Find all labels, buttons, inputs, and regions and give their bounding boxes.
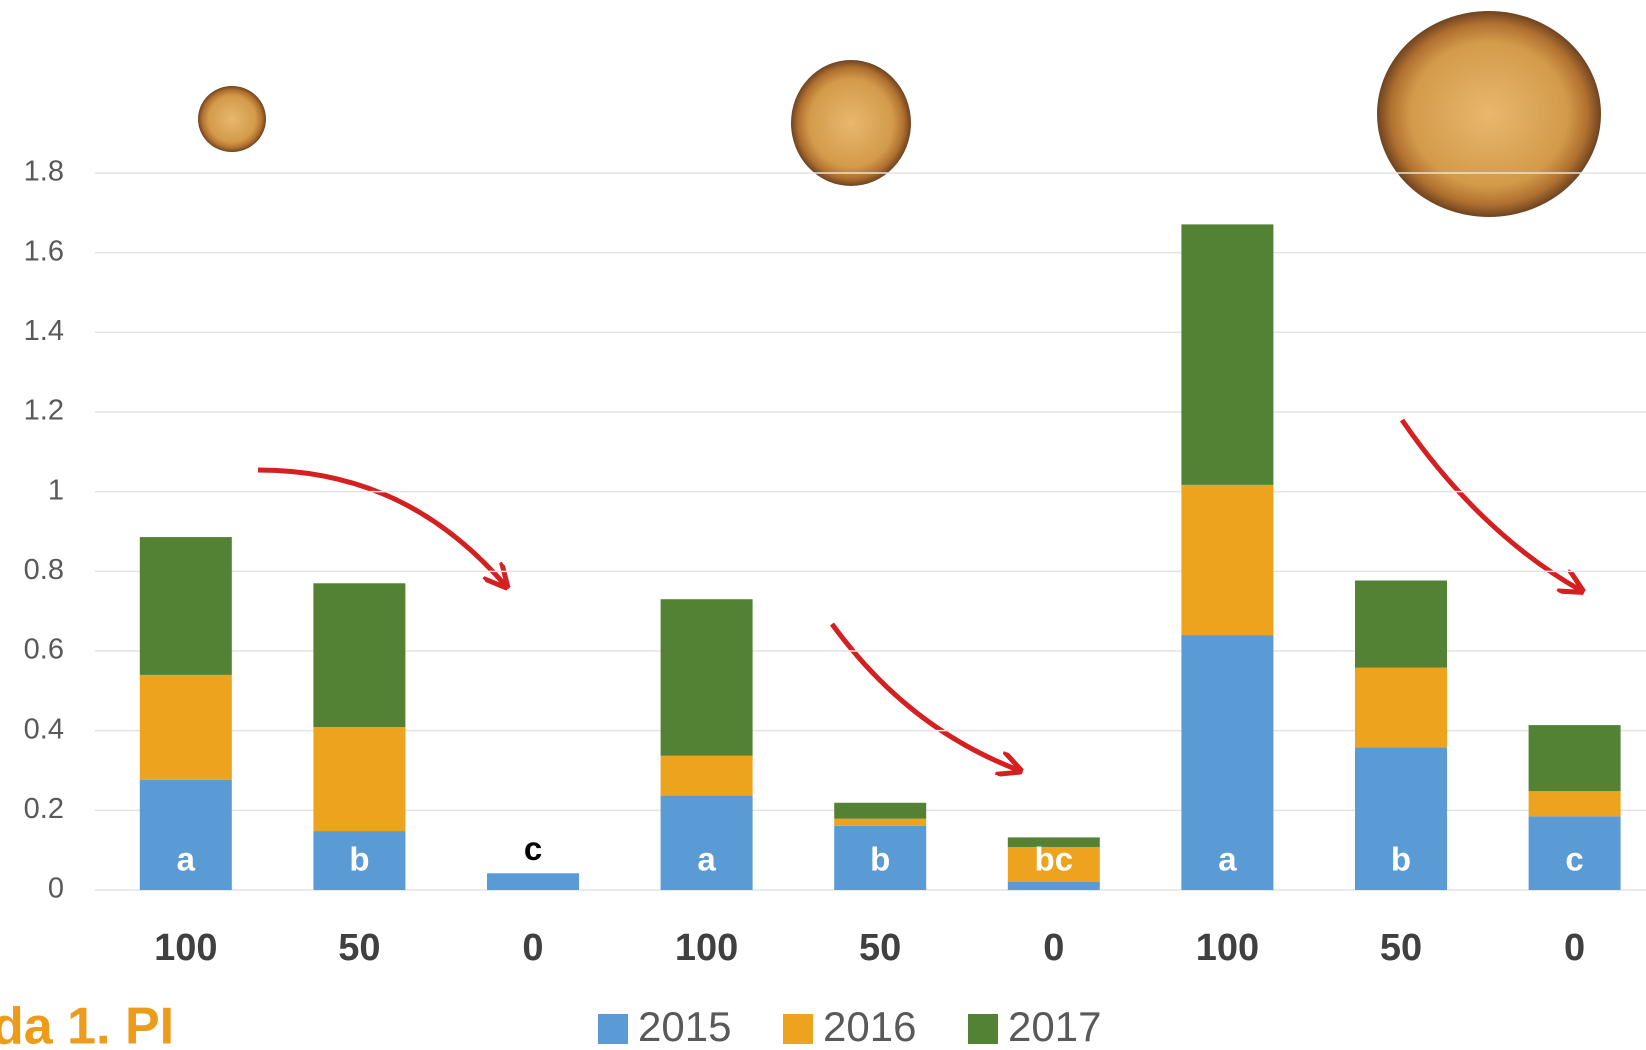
- bar-segment: [661, 756, 753, 796]
- legend-swatch: [783, 1014, 813, 1044]
- bar-segment: [834, 803, 926, 819]
- y-tick-label: 0.8: [24, 554, 64, 586]
- legend-label: 2016: [823, 1003, 916, 1050]
- bar-segment: [487, 873, 579, 890]
- x-tick-label: 100: [1196, 927, 1259, 969]
- bar-segment: [834, 819, 926, 826]
- significance-letter: b: [870, 841, 890, 878]
- significance-letter: b: [349, 841, 369, 878]
- y-tick-label: 0: [48, 873, 64, 905]
- y-tick-label: 1.8: [24, 156, 64, 188]
- footer-text: da 1. PI: [0, 998, 174, 1050]
- y-tick-label: 1: [48, 474, 64, 506]
- x-tick-label: 50: [859, 927, 901, 969]
- legend-swatch: [598, 1014, 628, 1044]
- x-tick-label: 0: [1564, 927, 1585, 969]
- y-tick-label: 1.6: [24, 235, 64, 267]
- significance-letter: a: [177, 841, 196, 878]
- y-tick-label: 0.6: [24, 634, 64, 666]
- x-tick-label: 100: [675, 927, 738, 969]
- x-tick-label: 0: [1043, 927, 1064, 969]
- significance-letter: bc: [1035, 841, 1074, 878]
- bar-segment: [313, 583, 405, 727]
- bar-segment: [1181, 485, 1273, 635]
- x-tick-label: 50: [1380, 927, 1422, 969]
- bar-segment: [1355, 668, 1447, 748]
- significance-letter: a: [697, 841, 716, 878]
- bar-segment: [140, 537, 232, 675]
- chart: da 1. PI 0 0.2 0.4 0.6 0.8 1 1.2 1.4 1.6 1.8 a 100 b…: [0, 0, 1646, 1050]
- y-tick-label: 1.4: [24, 315, 64, 347]
- x-tick-label: 0: [522, 927, 543, 969]
- bar-segment: [1181, 224, 1273, 485]
- y-tick-label: 1.2: [24, 395, 64, 427]
- significance-letter: a: [1218, 841, 1237, 878]
- bar-segment: [1355, 580, 1447, 667]
- significance-letter: b: [1391, 841, 1411, 878]
- y-tick-label: 0.2: [24, 793, 64, 825]
- legend-label: 2015: [638, 1003, 731, 1050]
- significance-letter: c: [524, 830, 542, 867]
- legend-swatch: [968, 1014, 998, 1044]
- legend-label: 2017: [1008, 1003, 1101, 1050]
- bar-segment: [140, 675, 232, 780]
- y-tick-label: 0.4: [24, 713, 64, 745]
- bar-segment: [1529, 725, 1621, 791]
- bar-segment: [1529, 791, 1621, 816]
- x-tick-label: 100: [154, 927, 217, 969]
- bar-segment: [1008, 882, 1100, 890]
- x-tick-label: 50: [338, 927, 380, 969]
- significance-letter: c: [1565, 841, 1583, 878]
- bar-segment: [661, 599, 753, 756]
- bar-segment: [313, 727, 405, 831]
